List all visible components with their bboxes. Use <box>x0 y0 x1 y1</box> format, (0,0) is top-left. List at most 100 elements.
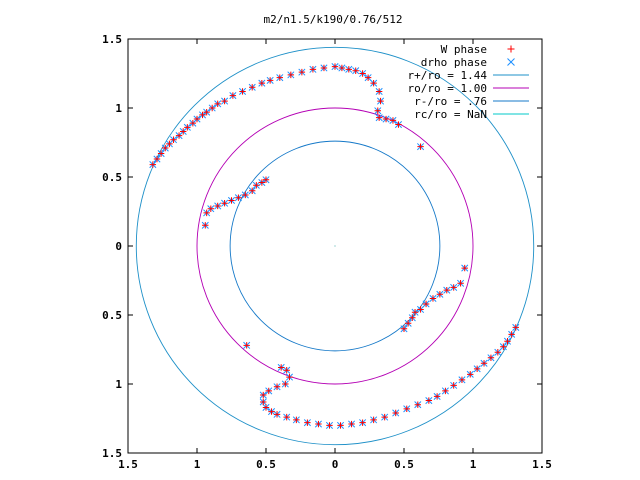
w-point-73 <box>260 398 267 406</box>
w-point-76 <box>273 411 281 418</box>
w-point-77 <box>283 413 290 421</box>
w-point-5 <box>170 136 177 143</box>
w-point-55 <box>450 284 457 291</box>
ring-circle-2 <box>135 46 535 446</box>
w-point-60 <box>417 306 424 313</box>
w-point-47 <box>235 194 242 201</box>
x-tick-label-4: 0.5 <box>394 458 414 471</box>
w-point-93 <box>450 382 457 389</box>
legend-label-5: rc/ro = NaN <box>414 108 487 121</box>
y-tick-label-3: 0 <box>115 240 122 253</box>
ring-circle-3 <box>196 107 474 385</box>
w-point-58 <box>429 295 437 302</box>
x-tick-label-1: 1 <box>194 458 201 471</box>
w-point-11 <box>199 111 206 119</box>
w-point-28 <box>345 66 352 73</box>
w-point-36 <box>375 114 383 121</box>
w-point-26 <box>331 63 339 70</box>
w-point-10 <box>193 115 201 123</box>
y-tick-label-5: 1 <box>115 378 122 391</box>
w-point-97 <box>480 360 488 367</box>
legend-label-1: drho phase <box>421 56 487 69</box>
legend-label-3: ro/ro = 1.00 <box>408 82 487 95</box>
w-point-24 <box>309 66 317 73</box>
w-point-13 <box>208 104 216 112</box>
w-point-0 <box>149 161 157 168</box>
w-point-59 <box>422 300 430 308</box>
w-point-9 <box>189 119 197 127</box>
w-point-12 <box>203 108 210 116</box>
w-point-67 <box>283 367 290 374</box>
w-point-29 <box>352 67 359 74</box>
w-point-35 <box>374 107 381 114</box>
w-point-62 <box>409 314 416 321</box>
w-point-88 <box>403 405 410 413</box>
w-point-33 <box>375 88 383 95</box>
w-point-31 <box>364 74 372 81</box>
y-tick-label-4: 0.5 <box>102 309 122 322</box>
w-point-63 <box>404 320 412 327</box>
w-point-70 <box>273 383 281 390</box>
w-point-56 <box>443 286 450 294</box>
w-point-41 <box>202 222 209 229</box>
w-point-22 <box>287 71 295 79</box>
legend-label-4: r-/ro = .76 <box>414 95 487 108</box>
w-point-32 <box>370 79 377 87</box>
w-point-57 <box>436 291 444 298</box>
w-point-8 <box>184 124 191 131</box>
w-point-6 <box>175 132 183 139</box>
w-point-38 <box>389 117 397 124</box>
w-point-43 <box>207 205 214 212</box>
w-point-17 <box>239 88 246 95</box>
w-point-39 <box>395 121 402 128</box>
w-point-80 <box>315 420 322 428</box>
points-layer <box>149 63 520 429</box>
w-point-92 <box>442 387 449 395</box>
w-point-89 <box>414 401 421 408</box>
w-point-87 <box>392 409 399 417</box>
x-tick-label-3: 0 <box>332 458 339 471</box>
chart-title: m2/n1.5/k190/0.76/512 <box>263 13 402 26</box>
w-point-95 <box>467 371 474 378</box>
w-point-69 <box>282 380 289 388</box>
w-point-81 <box>326 422 333 429</box>
w-point-79 <box>304 419 311 426</box>
w-point-101 <box>504 338 511 345</box>
w-point-3 <box>162 144 169 152</box>
w-point-65 <box>243 342 250 349</box>
w-point-23 <box>298 68 306 76</box>
w-point-84 <box>359 419 366 426</box>
center-dot <box>334 245 336 247</box>
w-point-64 <box>400 325 408 332</box>
w-point-49 <box>249 187 256 194</box>
w-point-99 <box>494 349 502 356</box>
legend-label-0: W phase <box>441 43 487 56</box>
x-tick-label-0: 1.5 <box>118 458 138 471</box>
w-point-100 <box>500 343 507 350</box>
w-point-21 <box>276 74 283 81</box>
w-point-91 <box>433 393 441 400</box>
w-point-48 <box>242 191 249 199</box>
w-point-46 <box>228 197 235 204</box>
w-point-61 <box>411 309 419 316</box>
x-tick-label-2: 0.5 <box>256 458 276 471</box>
w-point-53 <box>461 264 468 272</box>
w-point-50 <box>253 182 260 189</box>
w-point-51 <box>258 179 266 186</box>
w-point-14 <box>214 100 221 108</box>
w-point-78 <box>293 416 300 424</box>
w-point-94 <box>458 376 466 384</box>
w-point-72 <box>260 391 267 399</box>
legend-sample-0 <box>507 45 515 53</box>
y-tick-label-6: 1.5 <box>102 447 122 460</box>
w-point-75 <box>268 408 275 415</box>
w-point-30 <box>359 70 366 77</box>
w-point-1 <box>153 155 161 163</box>
w-point-44 <box>214 202 221 210</box>
w-point-25 <box>320 64 328 72</box>
w-point-4 <box>166 140 173 148</box>
series-w-phase <box>149 63 519 429</box>
w-point-42 <box>203 209 210 217</box>
w-point-68 <box>286 373 293 381</box>
w-point-102 <box>508 331 515 338</box>
